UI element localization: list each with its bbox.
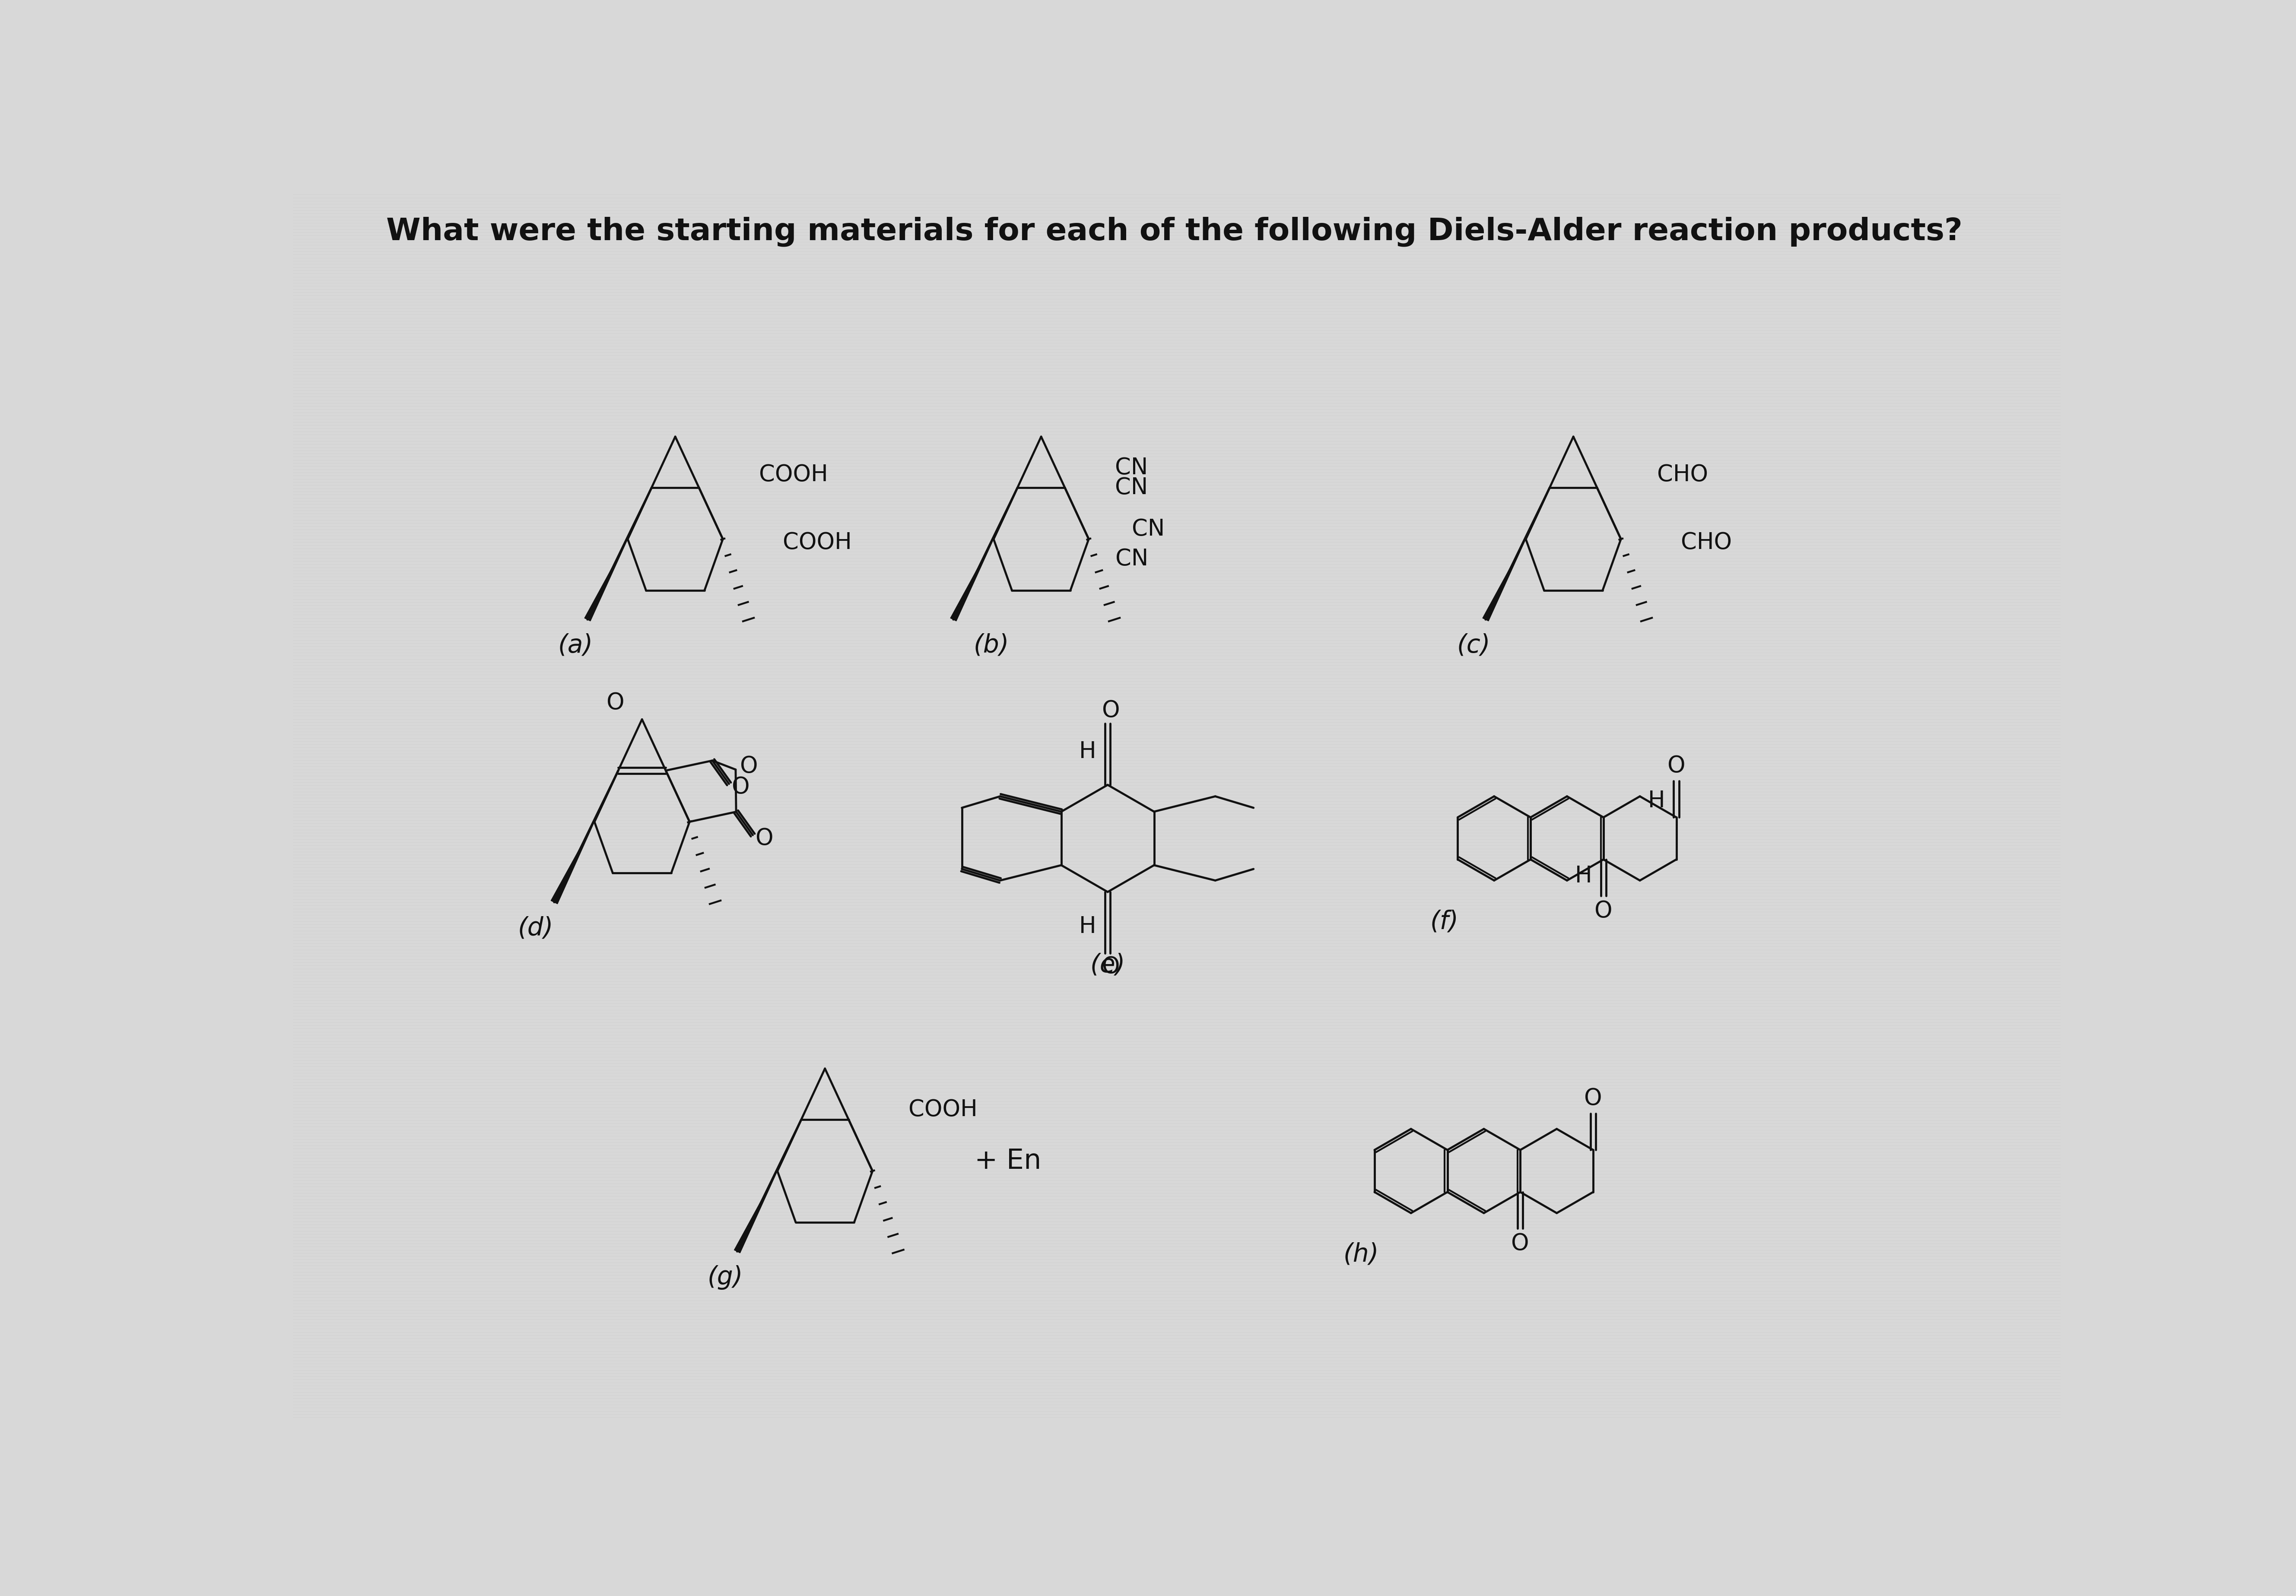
Text: (a): (a) bbox=[558, 634, 592, 658]
Text: CN: CN bbox=[1116, 547, 1148, 570]
Text: O: O bbox=[1593, 900, 1612, 922]
Text: COOH: COOH bbox=[783, 531, 852, 554]
Text: O: O bbox=[739, 755, 758, 777]
Polygon shape bbox=[951, 539, 994, 621]
Text: O: O bbox=[1102, 699, 1120, 721]
Text: COOH: COOH bbox=[760, 463, 829, 485]
Text: CN: CN bbox=[1116, 456, 1148, 479]
Text: O: O bbox=[1511, 1232, 1529, 1254]
Polygon shape bbox=[1483, 539, 1527, 621]
Text: (e): (e) bbox=[1091, 953, 1125, 977]
Text: H: H bbox=[1649, 790, 1665, 812]
Text: (d): (d) bbox=[517, 916, 553, 940]
Polygon shape bbox=[735, 1171, 778, 1253]
Text: (g): (g) bbox=[707, 1266, 744, 1290]
Text: O: O bbox=[1584, 1087, 1603, 1109]
Text: (h): (h) bbox=[1343, 1242, 1380, 1267]
Text: H: H bbox=[1079, 915, 1095, 937]
Text: H: H bbox=[1575, 865, 1591, 887]
Text: O: O bbox=[732, 776, 748, 798]
Text: O: O bbox=[606, 691, 625, 713]
Text: (c): (c) bbox=[1456, 634, 1490, 658]
Text: What were the starting materials for each of the following Diels-Alder reaction : What were the starting materials for eac… bbox=[386, 217, 1963, 246]
Text: CN: CN bbox=[1116, 477, 1148, 500]
Text: (f): (f) bbox=[1430, 910, 1458, 934]
Text: O: O bbox=[755, 827, 774, 849]
Polygon shape bbox=[551, 822, 595, 903]
Text: H: H bbox=[1079, 741, 1095, 763]
Text: COOH: COOH bbox=[909, 1098, 978, 1120]
Text: (b): (b) bbox=[974, 634, 1008, 658]
Text: O: O bbox=[1102, 956, 1120, 978]
Text: + En: + En bbox=[974, 1148, 1042, 1175]
Text: CN: CN bbox=[1132, 517, 1164, 541]
Polygon shape bbox=[585, 539, 627, 621]
Text: O: O bbox=[1667, 755, 1685, 777]
Text: CHO: CHO bbox=[1658, 463, 1708, 485]
Text: CHO: CHO bbox=[1681, 531, 1731, 554]
